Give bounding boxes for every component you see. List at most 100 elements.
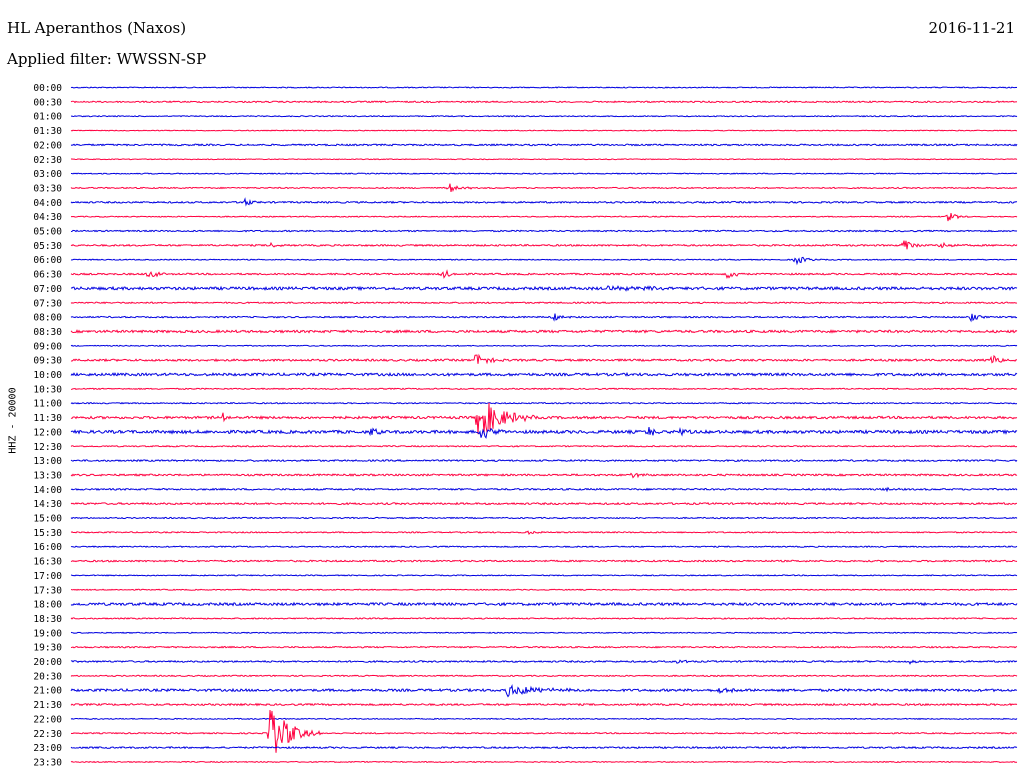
row-time-label: 00:30 bbox=[33, 97, 62, 108]
seismic-trace-row bbox=[70, 313, 1018, 323]
station-title: HL Aperanthos (Naxos) bbox=[7, 19, 187, 37]
seismic-trace-row bbox=[70, 183, 1018, 193]
plot-date: 2016-11-21 bbox=[928, 19, 1015, 37]
seismic-trace-row bbox=[70, 516, 1018, 520]
seismic-trace-row bbox=[70, 760, 1018, 764]
seismic-trace-row bbox=[70, 659, 1018, 665]
row-time-label: 09:30 bbox=[33, 356, 62, 367]
row-time-label: 04:30 bbox=[33, 212, 62, 223]
seismic-trace-row bbox=[70, 472, 1018, 479]
seismic-trace-row bbox=[70, 709, 1018, 753]
seismic-trace-row bbox=[70, 172, 1018, 175]
seismic-trace-row bbox=[70, 427, 1018, 439]
seismic-trace-row bbox=[70, 344, 1018, 347]
seismic-trace-row bbox=[70, 329, 1018, 334]
row-time-label: 22:00 bbox=[33, 714, 62, 725]
row-time-label: 08:00 bbox=[33, 313, 62, 324]
seismic-trace-row bbox=[70, 617, 1018, 620]
seismic-trace-row bbox=[70, 745, 1018, 750]
seismic-trace-row bbox=[70, 129, 1018, 132]
row-time-label: 03:30 bbox=[33, 183, 62, 194]
row-time-label: 15:30 bbox=[33, 528, 62, 539]
row-time-label: 12:30 bbox=[33, 442, 62, 453]
row-time-label: 00:00 bbox=[33, 83, 62, 94]
seismic-trace-row bbox=[70, 213, 1018, 222]
row-time-label: 21:00 bbox=[33, 686, 62, 697]
row-time-label: 14:00 bbox=[33, 485, 62, 496]
row-time-label: 11:00 bbox=[33, 399, 62, 410]
row-time-label: 18:00 bbox=[33, 600, 62, 611]
row-time-label: 22:30 bbox=[33, 729, 62, 740]
row-time-label: 17:00 bbox=[33, 571, 62, 582]
seismic-trace-row bbox=[70, 285, 1018, 292]
seismic-trace-row bbox=[70, 301, 1018, 305]
row-time-label: 05:00 bbox=[33, 227, 62, 238]
seismic-trace-row bbox=[70, 601, 1018, 607]
seismic-trace-row bbox=[70, 486, 1018, 493]
row-time-label: 04:00 bbox=[33, 198, 62, 209]
seismic-trace-row bbox=[70, 402, 1018, 435]
row-time-label: 10:30 bbox=[33, 384, 62, 395]
seismic-trace-row bbox=[70, 501, 1018, 506]
seismic-trace-row bbox=[70, 371, 1018, 378]
seismic-trace-row bbox=[70, 240, 1018, 250]
row-time-label: 08:30 bbox=[33, 327, 62, 338]
row-time-label: 11:30 bbox=[33, 413, 62, 424]
seismic-trace-row bbox=[70, 197, 1018, 207]
row-time-label: 09:00 bbox=[33, 341, 62, 352]
row-time-label: 14:30 bbox=[33, 499, 62, 510]
seismic-trace-row bbox=[70, 545, 1018, 549]
row-time-label: 19:00 bbox=[33, 628, 62, 639]
row-time-label: 02:30 bbox=[33, 155, 62, 166]
seismic-trace-row bbox=[70, 645, 1018, 649]
seismic-trace-row bbox=[70, 444, 1018, 448]
row-time-label: 05:30 bbox=[33, 241, 62, 252]
seismic-trace-row bbox=[70, 530, 1018, 535]
row-time-label: 01:00 bbox=[33, 112, 62, 123]
row-time-label: 06:00 bbox=[33, 255, 62, 266]
row-time-label: 15:00 bbox=[33, 514, 62, 525]
seismic-trace-row bbox=[70, 269, 1018, 279]
seismic-trace-row bbox=[70, 229, 1018, 233]
seismic-trace-row bbox=[70, 158, 1018, 161]
seismic-trace-row bbox=[70, 256, 1018, 266]
seismic-trace-row bbox=[70, 353, 1018, 365]
seismic-trace-row bbox=[70, 100, 1018, 104]
row-time-label: 19:30 bbox=[33, 643, 62, 654]
seismic-trace-row bbox=[70, 588, 1018, 591]
row-time-label: 03:00 bbox=[33, 169, 62, 180]
row-time-label: 13:30 bbox=[33, 470, 62, 481]
seismic-trace-row bbox=[70, 387, 1018, 391]
row-time-label: 07:30 bbox=[33, 298, 62, 309]
seismic-trace-row bbox=[70, 574, 1018, 577]
row-time-label: 10:00 bbox=[33, 370, 62, 381]
row-time-label: 13:00 bbox=[33, 456, 62, 467]
seismic-trace-row bbox=[70, 702, 1018, 707]
row-time-label: 07:00 bbox=[33, 284, 62, 295]
row-time-label: 21:30 bbox=[33, 700, 62, 711]
row-time-label: 20:00 bbox=[33, 657, 62, 668]
seismic-trace-row bbox=[70, 631, 1018, 634]
row-time-label: 01:30 bbox=[33, 126, 62, 137]
seismic-trace-row bbox=[70, 683, 1018, 698]
row-time-label: 06:30 bbox=[33, 270, 62, 281]
seismic-trace-row bbox=[70, 717, 1018, 721]
seismic-trace-row bbox=[70, 674, 1018, 678]
row-time-label: 02:00 bbox=[33, 140, 62, 151]
row-time-label: 23:00 bbox=[33, 743, 62, 754]
row-time-label: 20:30 bbox=[33, 671, 62, 682]
row-time-label: 23:30 bbox=[33, 757, 62, 768]
seismic-trace-row bbox=[70, 559, 1018, 563]
row-time-label: 18:30 bbox=[33, 614, 62, 625]
row-time-label: 12:00 bbox=[33, 427, 62, 438]
seismic-trace-row bbox=[70, 86, 1018, 89]
seismic-trace-row bbox=[70, 459, 1018, 463]
seismic-trace-row bbox=[70, 401, 1018, 405]
row-time-label: 17:30 bbox=[33, 585, 62, 596]
filter-label: Applied filter: WWSSN-SP bbox=[7, 50, 207, 68]
row-time-label: 16:30 bbox=[33, 557, 62, 568]
seismic-trace-row bbox=[70, 143, 1018, 147]
row-time-label: 16:00 bbox=[33, 542, 62, 553]
seismic-trace-row bbox=[70, 115, 1018, 118]
